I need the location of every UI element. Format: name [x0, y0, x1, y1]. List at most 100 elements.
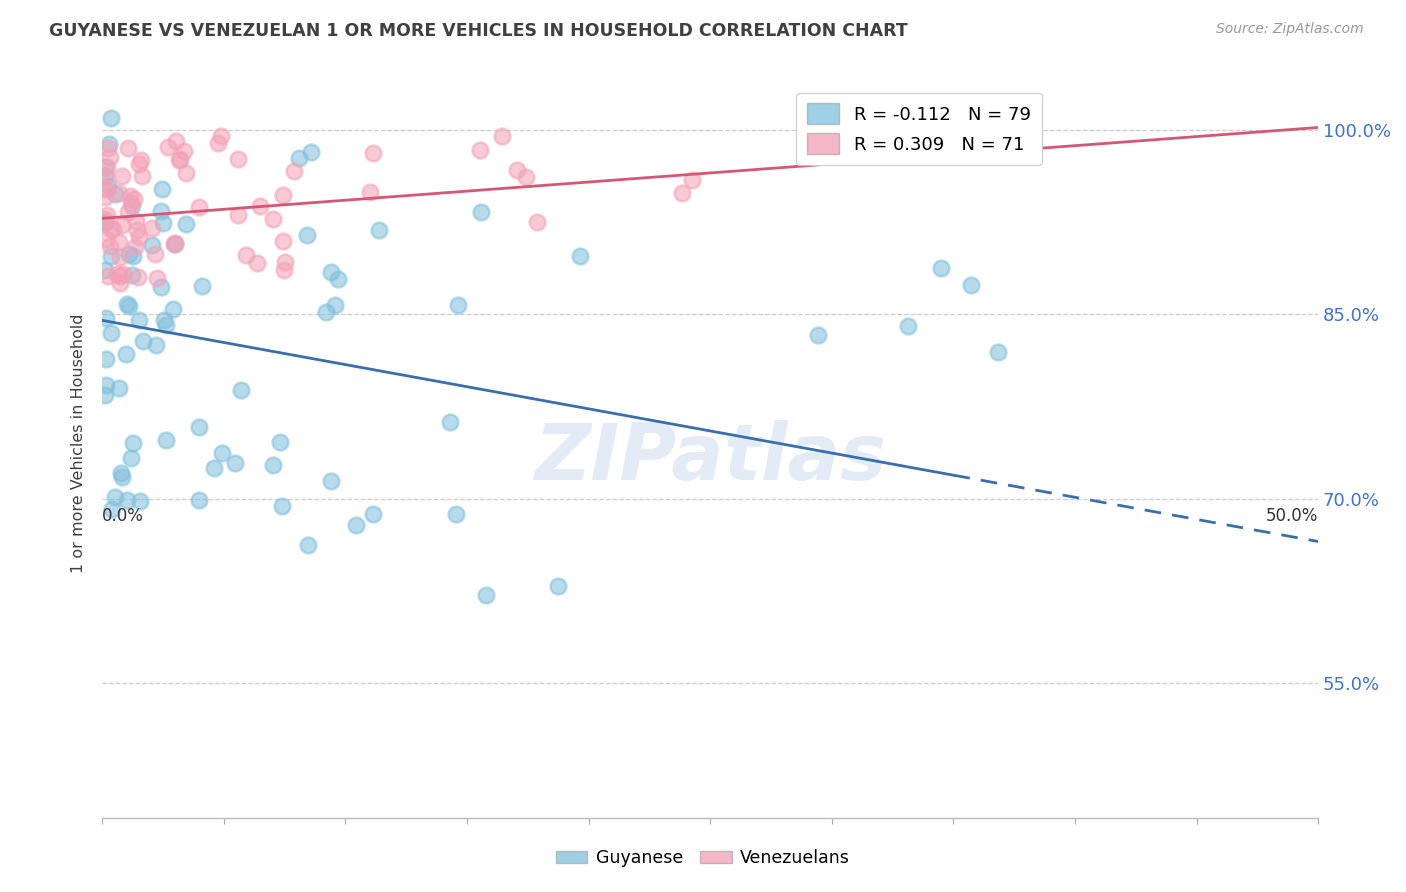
Point: [141, 220, 163, 235]
Point: [93, 190, 115, 204]
Point: [93, 160, 115, 174]
Point: [173, 144, 195, 158]
Point: [155, 433, 177, 447]
Point: [101, 502, 124, 516]
Point: [121, 249, 143, 263]
Point: [162, 301, 184, 316]
Point: [108, 381, 131, 395]
Point: [955, 112, 977, 126]
Point: [125, 213, 148, 227]
Point: [128, 313, 150, 327]
Point: [167, 153, 190, 167]
Point: [150, 203, 173, 218]
Point: [807, 328, 830, 343]
Point: [132, 334, 155, 348]
Point: [165, 236, 187, 251]
Point: [367, 222, 389, 236]
Point: [111, 218, 134, 232]
Point: [128, 157, 150, 171]
Point: [323, 298, 346, 312]
Point: [121, 436, 143, 450]
Point: [359, 185, 381, 199]
Point: [145, 338, 167, 352]
Point: [143, 247, 166, 261]
Legend: R = -0.112   N = 79, R = 0.309   N = 71: R = -0.112 N = 79, R = 0.309 N = 71: [796, 93, 1042, 165]
Point: [93, 169, 115, 184]
Point: [97, 178, 120, 193]
Point: [96, 181, 118, 195]
Point: [118, 299, 141, 313]
Point: [319, 474, 342, 488]
Point: [174, 218, 197, 232]
Point: [269, 434, 291, 449]
Point: [165, 236, 187, 251]
Text: GUYANESE VS VENEZUELAN 1 OR MORE VEHICLES IN HOUSEHOLD CORRELATION CHART: GUYANESE VS VENEZUELAN 1 OR MORE VEHICLE…: [49, 22, 908, 40]
Point: [98, 239, 121, 253]
Point: [103, 222, 125, 236]
Point: [211, 446, 233, 460]
Point: [569, 249, 592, 263]
Point: [108, 186, 131, 200]
Point: [262, 458, 284, 472]
Point: [226, 153, 249, 167]
Point: [491, 129, 513, 144]
Point: [98, 150, 121, 164]
Point: [297, 538, 319, 552]
Point: [297, 228, 319, 243]
Point: [141, 238, 163, 252]
Point: [475, 588, 498, 602]
Point: [190, 279, 212, 293]
Point: [114, 347, 136, 361]
Point: [110, 469, 132, 483]
Point: [97, 136, 120, 151]
Point: [120, 450, 142, 465]
Point: [94, 232, 117, 246]
Point: [131, 169, 153, 183]
Point: [153, 313, 176, 327]
Point: [100, 111, 122, 125]
Text: 50.0%: 50.0%: [1265, 507, 1319, 524]
Point: [271, 235, 294, 249]
Point: [110, 277, 132, 291]
Point: [187, 420, 209, 434]
Point: [94, 388, 117, 402]
Point: [287, 151, 309, 165]
Point: [120, 195, 142, 210]
Point: [155, 318, 177, 332]
Point: [174, 166, 197, 180]
Point: [169, 153, 191, 167]
Point: [115, 493, 138, 508]
Point: [100, 249, 122, 263]
Point: [163, 236, 186, 251]
Point: [105, 267, 128, 281]
Point: [439, 415, 461, 429]
Point: [146, 271, 169, 285]
Point: [283, 164, 305, 178]
Point: [100, 326, 122, 340]
Legend: Guyanese, Venezuelans: Guyanese, Venezuelans: [548, 843, 858, 874]
Point: [94, 351, 117, 366]
Point: [470, 143, 492, 157]
Point: [156, 140, 179, 154]
Point: [124, 192, 146, 206]
Point: [207, 136, 229, 150]
Point: [231, 383, 253, 397]
Point: [671, 186, 693, 201]
Point: [506, 163, 529, 178]
Text: Source: ZipAtlas.com: Source: ZipAtlas.com: [1216, 22, 1364, 37]
Point: [987, 345, 1010, 359]
Y-axis label: 1 or more Vehicles in Household: 1 or more Vehicles in Household: [72, 313, 86, 573]
Point: [129, 494, 152, 508]
Point: [94, 310, 117, 325]
Point: [526, 214, 548, 228]
Point: [326, 272, 349, 286]
Point: [124, 239, 146, 253]
Point: [121, 268, 143, 282]
Point: [96, 208, 118, 222]
Point: [447, 298, 470, 312]
Point: [152, 216, 174, 230]
Point: [897, 318, 920, 333]
Point: [444, 507, 467, 521]
Point: [361, 145, 384, 160]
Point: [547, 579, 569, 593]
